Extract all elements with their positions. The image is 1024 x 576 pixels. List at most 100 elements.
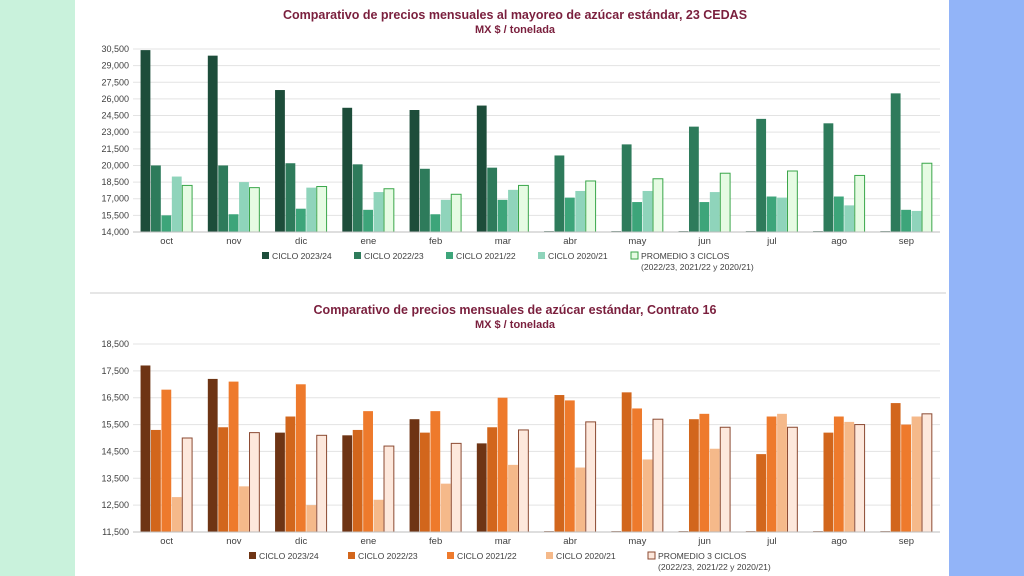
bar-nov-series-1: [218, 427, 229, 532]
bar-jul-series-4: [787, 170, 798, 233]
legend-note: (2022/23, 2021/22 y 2020/21): [658, 562, 771, 572]
bar-feb-series-4: [450, 193, 462, 233]
bar-abr-series-3: [575, 190, 586, 232]
legend-label: CICLO 2023/24: [259, 551, 319, 561]
bar-dic-series-0: [275, 90, 285, 232]
bar-abr-series-2: [564, 400, 575, 532]
bar-oct-series-0: [140, 50, 151, 232]
bar-sep-series-2: [901, 209, 911, 232]
left-background-band: [0, 0, 75, 576]
bar-mar-series-3: [508, 189, 518, 232]
bar-feb-series-0: [409, 419, 420, 532]
bar-may-series-3: [642, 459, 653, 532]
bar-ago-series-2: [833, 416, 844, 532]
bar-jun-series-1: [688, 126, 699, 232]
bar-nov-series-2: [228, 381, 239, 532]
bar-oct-series-0: [140, 365, 151, 532]
bar-feb-series-4: [450, 442, 462, 533]
bar-mar-series-0: [476, 105, 487, 232]
y-tick-label: 27,500: [101, 77, 129, 87]
y-tick-label: 24,500: [101, 111, 129, 121]
bar-may-series-1: [621, 392, 632, 532]
legend-swatch: [546, 552, 553, 559]
bar-dic-series-1: [285, 416, 296, 532]
bar-sep-series-3: [911, 210, 922, 232]
y-tick-label: 18,500: [101, 339, 129, 349]
x-category-label: mar: [495, 236, 511, 247]
x-category-label: nov: [226, 536, 242, 547]
x-category-label: ene: [360, 536, 376, 547]
bar-may-series-1: [621, 144, 632, 232]
bar-mar-series-2: [497, 397, 508, 532]
y-tick-label: 30,500: [101, 44, 129, 54]
bar-may-series-2: [632, 202, 642, 232]
legend-swatch: [348, 552, 355, 559]
bar-ago-series-4: [854, 174, 866, 233]
bar-nov-series-0: [207, 378, 218, 532]
legend-label: CICLO 2022/23: [364, 251, 424, 261]
bar-mar-series-4: [518, 184, 529, 233]
bar-mar-series-2: [497, 199, 508, 232]
bar-jun-series-4: [719, 426, 731, 533]
x-category-label: oct: [160, 536, 173, 547]
bar-oct-series-3: [171, 497, 182, 532]
bar-jun-series-4: [719, 172, 731, 233]
legend-swatch: [249, 552, 256, 559]
bar-ene-series-4: [383, 188, 395, 233]
bar-ago-series-1: [823, 123, 834, 232]
bar-jun-series-3: [709, 192, 720, 232]
x-category-label: abr: [563, 536, 577, 547]
bar-ago-series-3: [844, 421, 855, 532]
x-category-label: jun: [697, 536, 711, 547]
x-category-label: ago: [831, 236, 847, 247]
x-category-label: may: [628, 236, 646, 247]
chart-title: Comparativo de precios mensuales de azúc…: [314, 303, 717, 317]
bar-abr-series-1: [554, 155, 565, 232]
bar-sep-series-2: [901, 424, 911, 532]
bar-oct-series-1: [150, 429, 161, 532]
bar-feb-series-3: [440, 483, 451, 532]
legend-note: (2022/23, 2021/22 y 2020/21): [641, 262, 754, 272]
bar-mar-series-0: [476, 443, 487, 532]
bar-nov-series-4: [249, 432, 260, 533]
chart-subtitle: MX $ / tonelada: [475, 24, 556, 36]
bar-jul-series-4: [787, 426, 798, 533]
contrato16-price-chart: Comparativo de precios mensuales de azúc…: [101, 303, 940, 572]
x-category-label: dic: [295, 236, 307, 247]
bar-feb-series-0: [409, 110, 420, 232]
bar-oct-series-2: [161, 389, 172, 532]
x-category-label: mar: [495, 536, 511, 547]
chart-title: Comparativo de precios mensuales al mayo…: [283, 8, 747, 22]
legend-swatch: [447, 552, 454, 559]
bar-feb-series-3: [440, 199, 451, 232]
bar-oct-series-3: [171, 176, 182, 232]
y-tick-label: 14,000: [101, 227, 129, 237]
bar-may-series-4: [652, 178, 664, 233]
bar-sep-series-3: [911, 416, 922, 532]
y-tick-label: 16,500: [101, 393, 129, 403]
y-tick-label: 17,000: [101, 194, 129, 204]
chart-subtitle: MX $ / tonelada: [475, 319, 556, 331]
bar-ene-series-1: [352, 164, 363, 232]
bar-oct-series-2: [161, 215, 172, 232]
y-tick-label: 21,500: [101, 144, 129, 154]
legend-label: PROMEDIO 3 CICLOS: [641, 251, 730, 261]
bar-oct-series-4: [181, 437, 193, 533]
y-tick-label: 14,500: [101, 446, 129, 456]
bar-ene-series-0: [342, 435, 353, 532]
y-tick-label: 11,500: [102, 527, 129, 537]
legend-label: CICLO 2020/21: [556, 551, 616, 561]
legend-swatch: [354, 252, 361, 259]
cedas-price-chart: Comparativo de precios mensuales al mayo…: [101, 8, 940, 272]
y-tick-label: 26,000: [101, 94, 129, 104]
legend-label: CICLO 2021/22: [457, 551, 517, 561]
bar-dic-series-4: [316, 186, 328, 233]
y-tick-label: 29,000: [101, 61, 129, 71]
legend-label: CICLO 2022/23: [358, 551, 418, 561]
bar-dic-series-4: [316, 434, 328, 533]
bar-sep-series-4: [921, 413, 933, 533]
bar-nov-series-3: [239, 182, 249, 232]
right-background-band: [949, 0, 1024, 576]
bar-mar-series-1: [487, 427, 498, 532]
bar-abr-series-1: [554, 395, 565, 532]
